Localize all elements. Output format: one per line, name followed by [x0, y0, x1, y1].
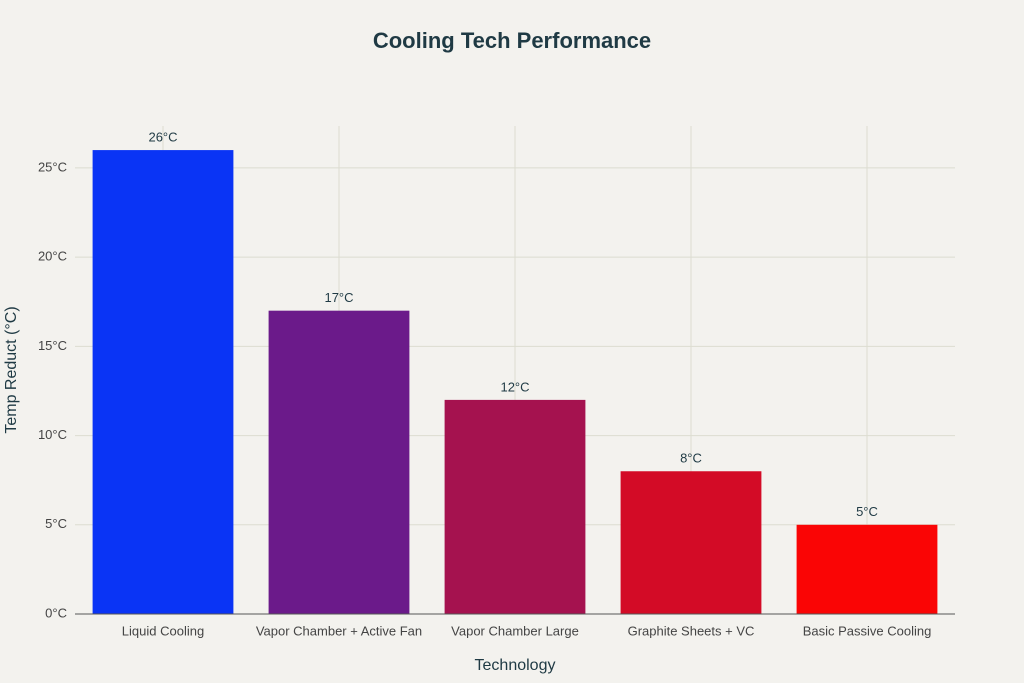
y-tick-label: 5°C: [45, 516, 67, 531]
x-tick-label: Vapor Chamber Large: [451, 623, 579, 638]
x-axis-title: Technology: [475, 657, 556, 674]
value-label: 5°C: [856, 504, 878, 519]
y-tick-label: 15°C: [38, 338, 67, 353]
value-label: 12°C: [500, 379, 529, 394]
x-tick-label: Vapor Chamber + Active Fan: [256, 623, 422, 638]
y-tick-label: 25°C: [38, 159, 67, 174]
value-label: 8°C: [680, 451, 702, 466]
x-tick-label: Liquid Cooling: [122, 623, 204, 638]
x-tick-label: Basic Passive Cooling: [803, 623, 932, 638]
bar: [268, 310, 410, 614]
bar: [444, 399, 586, 614]
bar: [796, 524, 938, 614]
y-tick-label: 10°C: [38, 427, 67, 442]
chart-title: Cooling Tech Performance: [373, 28, 651, 53]
value-label: 26°C: [148, 130, 177, 145]
y-axis-title: Temp Reduct (°C): [3, 306, 20, 433]
x-tick-label: Graphite Sheets + VC: [628, 623, 755, 638]
bar: [620, 471, 762, 614]
y-tick-label: 20°C: [38, 249, 67, 264]
value-label: 17°C: [324, 290, 353, 305]
y-tick-label: 0°C: [45, 605, 67, 620]
bar: [92, 150, 234, 614]
